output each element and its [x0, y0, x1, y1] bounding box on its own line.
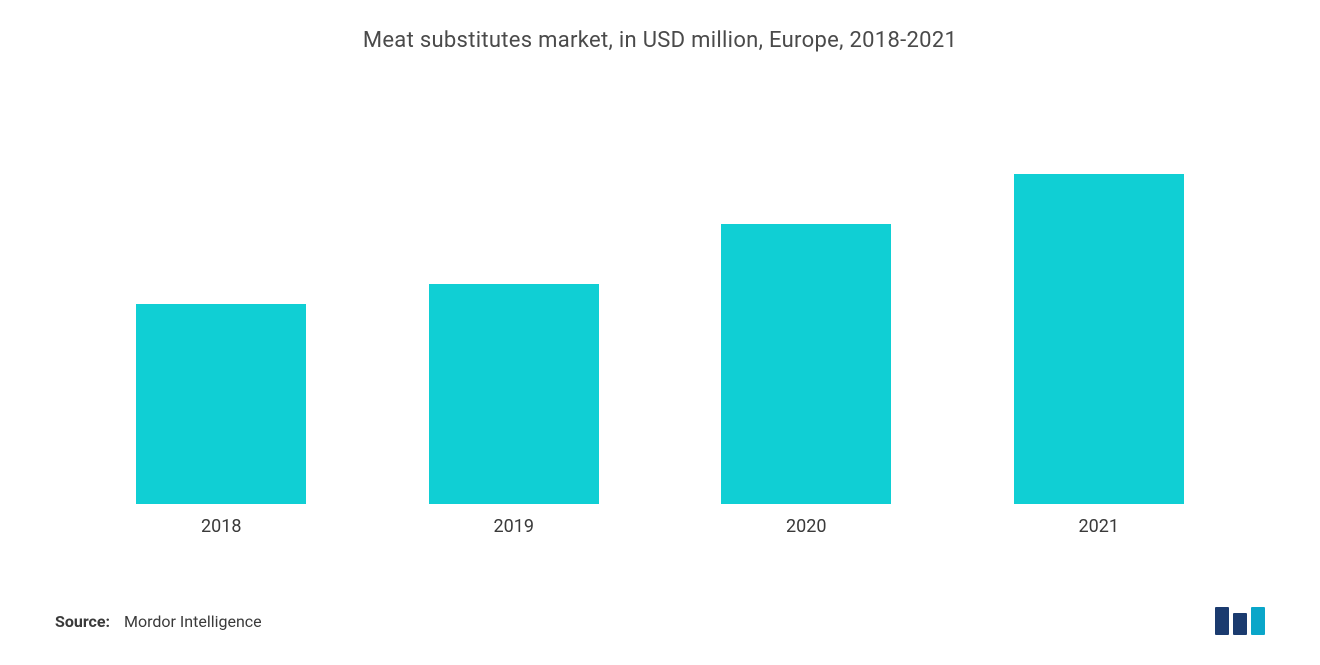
logo-bar [1215, 607, 1229, 635]
bar [721, 224, 891, 504]
x-axis-label: 2019 [368, 516, 661, 537]
chart-footer: Source: Mordor Intelligence [55, 607, 1265, 635]
bar-slot [75, 113, 368, 504]
x-axis-label: 2020 [660, 516, 953, 537]
bar [1014, 174, 1184, 504]
source-attribution: Source: Mordor Intelligence [55, 612, 262, 631]
bar-slot [368, 113, 661, 504]
chart-x-axis-labels: 2018201920202021 [55, 504, 1265, 537]
chart-plot-area [55, 113, 1265, 504]
logo-bar [1233, 613, 1247, 635]
source-text: Mordor Intelligence [124, 612, 262, 631]
source-label: Source: [55, 612, 110, 631]
bar-slot [660, 113, 953, 504]
logo-bar [1251, 607, 1265, 635]
bar [429, 284, 599, 504]
brand-logo-icon [1215, 607, 1265, 635]
bar-slot [953, 113, 1246, 504]
chart-container: Meat substitutes market, in USD million,… [0, 0, 1320, 665]
x-axis-label: 2018 [75, 516, 368, 537]
x-axis-label: 2021 [953, 516, 1246, 537]
chart-title: Meat substitutes market, in USD million,… [55, 28, 1265, 53]
bar [136, 304, 306, 504]
